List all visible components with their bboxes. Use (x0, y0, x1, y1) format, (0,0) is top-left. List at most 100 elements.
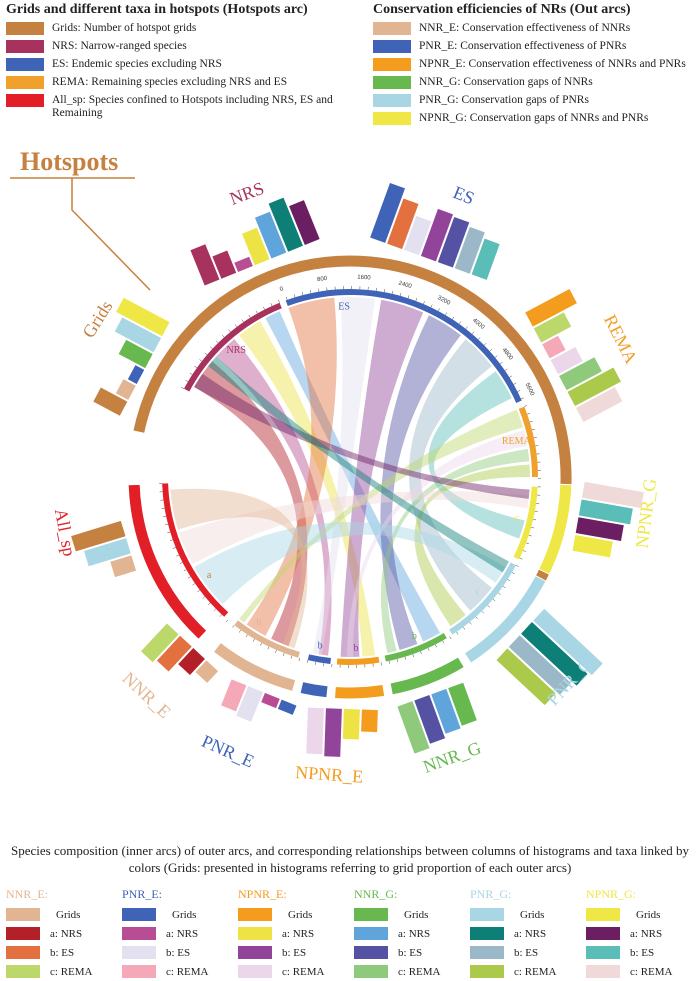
npnr-g-outer-arc (539, 484, 572, 574)
outer-arc-label: ES (450, 182, 477, 208)
axis-tick (216, 341, 218, 343)
histogram-group-title: PNR_E: (122, 887, 234, 902)
histogram-swatch (586, 908, 620, 921)
hotspots-leader-line (10, 178, 150, 290)
axis-tick (408, 295, 409, 298)
legend-swatch (373, 22, 411, 35)
histogram-legend-label: a: NRS (514, 928, 546, 940)
axis-tick (195, 366, 197, 368)
histogram-swatch (6, 965, 40, 978)
axis-tick (291, 656, 292, 659)
axis-tick (229, 330, 231, 332)
histogram-legend-row: b: ES (6, 943, 118, 962)
histogram-bar (234, 257, 253, 272)
histogram-legend-label: b: ES (514, 947, 538, 959)
tick-label: 4800 (501, 347, 514, 362)
axis-tick (286, 297, 287, 300)
histogram-legend-label: c: REMA (514, 966, 556, 978)
legend-item: NPNR_E: Conservation effectiveness of NN… (373, 58, 698, 71)
histogram-bar (110, 555, 136, 577)
histogram-bar (128, 365, 144, 384)
legend-swatch (373, 58, 411, 71)
axis-tick (428, 648, 429, 651)
histogram-legend-label: Grids (288, 909, 312, 921)
histogram-swatch (122, 965, 156, 978)
histogram-legend-row: a: NRS (586, 924, 698, 943)
histogram-legend-label: a: NRS (50, 928, 82, 940)
all-sp-histogram (71, 521, 136, 586)
histogram-swatch (238, 908, 272, 921)
axis-tick (445, 312, 447, 315)
histogram-legend-row: a: NRS (122, 924, 234, 943)
histogram-legend-label: a: NRS (630, 928, 662, 940)
inner-arc-label: c (476, 586, 481, 597)
histogram-legend-row: Grids (470, 905, 582, 924)
axis-tick (222, 335, 224, 337)
outer-arc-label: NNR_G (420, 737, 483, 776)
npnr-e-outer-arc (335, 684, 385, 699)
histogram-swatch (238, 927, 272, 940)
axis-tick (470, 622, 472, 624)
axis-tick (283, 653, 284, 656)
histogram-group-title: NNR_E: (6, 887, 118, 902)
npnr-g-histogram (573, 482, 644, 561)
outer-arc-label: All_sp (51, 507, 80, 558)
histogram-legend-label: b: ES (50, 947, 74, 959)
inner-arc-label: a (207, 570, 212, 581)
histogram-legend-row: a: NRS (470, 924, 582, 943)
axis-tick (435, 645, 436, 648)
histogram-swatch (354, 927, 388, 940)
histogram-swatch (6, 908, 40, 921)
axis-tick (505, 369, 507, 371)
legend-item: NNR_E: Conservation effectiveness of NNR… (373, 22, 698, 35)
histogram-swatch (354, 965, 388, 978)
axis-tick (534, 437, 537, 438)
legend-swatch (373, 94, 411, 107)
histogram-swatch (586, 927, 620, 940)
histogram-swatch (354, 946, 388, 959)
legend-item: REMA: Remaining species excluding NRS an… (6, 76, 336, 89)
inner-arc-label: b (318, 641, 323, 652)
axis-tick (167, 532, 170, 533)
legend-label: ES: Endemic species excluding NRS (52, 58, 222, 71)
axis-tick (508, 579, 511, 581)
histogram-bar (190, 244, 219, 285)
tick-label: 4000 (471, 318, 486, 332)
histogram-bar (343, 709, 360, 740)
axis-tick (210, 347, 212, 349)
legend-label: NNR_E: Conservation effectiveness of NNR… (419, 22, 630, 35)
axis-tick (443, 641, 444, 644)
figure-caption: Species composition (inner arcs) of oute… (10, 842, 690, 876)
axis-tick (472, 332, 474, 334)
axis-tick (181, 387, 184, 388)
histogram-swatch (238, 965, 272, 978)
axis-tick (487, 605, 489, 607)
legend-label: NPNR_E: Conservation effectiveness of NN… (419, 58, 686, 71)
histogram-legend-row: c: REMA (6, 962, 118, 981)
axis-tick (512, 572, 515, 574)
axis-tick (299, 658, 300, 661)
inner-arc-label: NRS (227, 345, 246, 356)
axis-tick (416, 298, 417, 301)
axis-tick (249, 315, 251, 318)
histogram-legend-row: a: NRS (238, 924, 350, 943)
histogram-swatch (238, 946, 272, 959)
axis-tick (165, 524, 168, 525)
histogram-legend-row: Grids (238, 905, 350, 924)
histogram-bar (324, 708, 342, 757)
legend-label: REMA: Remaining species excluding NRS an… (52, 76, 287, 89)
axis-tick (516, 565, 519, 566)
histogram-bar (261, 693, 280, 708)
axis-tick (315, 662, 316, 665)
histogram-swatch (6, 946, 40, 959)
histogram-legend-label: b: ES (398, 947, 422, 959)
legend-label: NNR_G: Conservation gaps of NNRs (419, 76, 593, 89)
axis-tick (521, 398, 524, 399)
hotspots-label: Hotspots (20, 147, 118, 176)
axis-tick (170, 540, 173, 541)
inner-arc-label: b (354, 643, 359, 654)
